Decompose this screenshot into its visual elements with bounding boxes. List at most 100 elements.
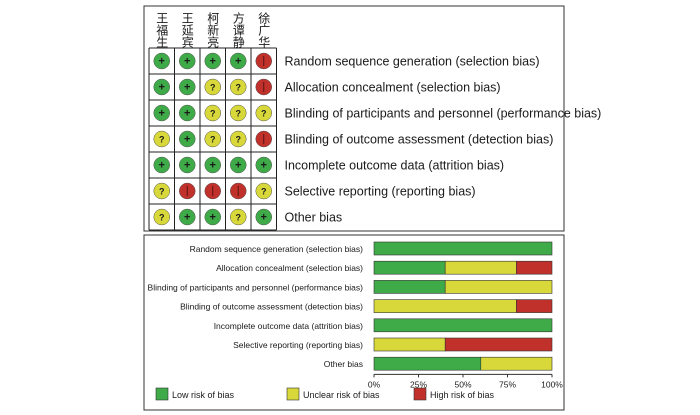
summary-domain-label: Other bias <box>285 211 343 225</box>
x-tick-label: 75% <box>499 379 516 389</box>
risk-of-bias-summary: 王福生 王延宾 柯新亮 方谭静 徐广华 + + + + Random sequence gener… <box>148 11 602 231</box>
judgement-low <box>153 52 170 70</box>
judgement-unclear <box>204 104 221 122</box>
graph-category-label: Selective reporting (reporting bias) <box>233 340 363 350</box>
bar-segment-unclear <box>480 356 553 371</box>
bar-segment-unclear <box>373 299 517 313</box>
summary-domain-label: Incomplete outcome data (attrition bias) <box>285 159 505 173</box>
summary-domain-label: Random sequence generation (selection bi… <box>285 55 540 69</box>
study-label: 徐广华 <box>257 11 271 48</box>
judgement-low <box>204 156 221 174</box>
x-tick-label: 100% <box>541 379 563 389</box>
bar-segment-high <box>516 260 553 275</box>
bar-segment-low <box>373 241 553 256</box>
judgement-symbol: ? <box>210 83 216 93</box>
judgement-low <box>230 156 247 174</box>
summary-domain-label: Selective reporting (reporting bias) <box>285 185 476 199</box>
judgement-unclear <box>230 104 247 122</box>
judgement-symbol: + <box>210 212 216 224</box>
bar-segment-low <box>373 356 482 371</box>
judgement-unclear <box>230 208 247 226</box>
judgement-symbol: + <box>184 134 190 146</box>
judgement-low <box>153 78 170 96</box>
judgement-symbol: + <box>184 160 190 172</box>
judgement-symbol: ? <box>261 109 267 119</box>
judgement-unclear <box>255 182 272 200</box>
risk-of-bias-graph: Random sequence generation (selection bi… <box>148 241 563 389</box>
x-tick-label: 50% <box>454 379 471 389</box>
graph-category-label: Blinding of participants and personnel (… <box>148 282 364 292</box>
bar-segment-low <box>373 318 553 333</box>
judgement-symbol: ? <box>210 135 216 145</box>
judgement-unclear <box>204 78 221 96</box>
judgement-low <box>179 208 196 226</box>
judgement-unclear <box>255 104 272 122</box>
judgement-symbol: + <box>184 82 190 94</box>
bar-segment-low <box>373 280 446 294</box>
judgement-low <box>204 52 221 70</box>
judgement-symbol: ? <box>236 83 242 93</box>
judgement-unclear <box>153 182 170 200</box>
graph-category-label: Random sequence generation (selection bi… <box>190 244 364 254</box>
judgement-low <box>255 156 272 174</box>
judgement-symbol: + <box>210 160 216 172</box>
legend-swatch <box>155 387 169 401</box>
bar-segment-low <box>373 260 446 275</box>
judgement-symbol: + <box>235 56 241 68</box>
judgement-symbol: ? <box>159 187 165 197</box>
judgement-symbol: + <box>184 108 190 120</box>
legend-label: Low risk of bias <box>172 390 235 400</box>
judgement-symbol: + <box>261 212 267 224</box>
judgement-low <box>179 52 196 70</box>
study-label: 王福生 <box>155 12 169 48</box>
x-tick-label: 0% <box>368 379 381 389</box>
bar-segment-unclear <box>444 260 517 275</box>
graph-category-label: Allocation concealment (selection bias) <box>216 263 363 273</box>
judgement-low <box>230 52 247 70</box>
judgement-symbol: ? <box>159 213 165 223</box>
judgement-unclear <box>230 78 247 96</box>
judgement-unclear <box>230 130 247 148</box>
judgement-symbol: ? <box>236 135 242 145</box>
judgement-symbol: + <box>159 160 165 172</box>
judgement-low <box>179 78 196 96</box>
judgement-unclear <box>153 208 170 226</box>
judgement-unclear <box>153 130 170 148</box>
summary-domain-label: Blinding of outcome assessment (detectio… <box>285 133 554 147</box>
judgement-low <box>179 156 196 174</box>
judgement-low <box>179 104 196 122</box>
judgement-unclear <box>204 130 221 148</box>
legend: Low risk of bias Unclear risk of bias High… <box>155 387 495 401</box>
bar-segment-unclear <box>373 337 446 352</box>
judgement-low <box>179 130 196 148</box>
x-tick-label: 25% <box>410 379 427 389</box>
judgement-symbol: ? <box>261 187 267 197</box>
judgement-symbol: ? <box>236 213 242 223</box>
graph-category-label: Blinding of outcome assessment (detectio… <box>180 302 363 312</box>
judgement-low <box>255 208 272 226</box>
summary-domain-label: Blinding of participants and personnel (… <box>285 107 602 121</box>
judgement-symbol: + <box>210 56 216 68</box>
judgement-symbol: + <box>235 160 241 172</box>
bar-segment-high <box>444 337 553 352</box>
judgement-symbol: + <box>261 160 267 172</box>
judgement-symbol: ? <box>159 135 165 145</box>
bar-segment-high <box>516 299 553 313</box>
judgement-symbol: + <box>184 56 190 68</box>
judgement-low <box>153 156 170 174</box>
study-label: 柯新亮 <box>206 12 220 48</box>
graph-category-label: Incomplete outcome data (attrition bias) <box>214 321 363 331</box>
bar-segment-unclear <box>444 280 553 294</box>
judgement-symbol: + <box>159 108 165 120</box>
study-label: 方谭静 <box>231 11 245 48</box>
judgement-symbol: ? <box>236 109 242 119</box>
legend-label: High risk of bias <box>430 390 495 400</box>
legend-swatch <box>413 387 427 401</box>
judgement-symbol: ? <box>210 109 216 119</box>
judgement-symbol: + <box>184 212 190 224</box>
legend-label: Unclear risk of bias <box>303 390 380 400</box>
legend-swatch <box>286 387 300 401</box>
judgement-low <box>153 104 170 122</box>
judgement-symbol: + <box>159 56 165 68</box>
